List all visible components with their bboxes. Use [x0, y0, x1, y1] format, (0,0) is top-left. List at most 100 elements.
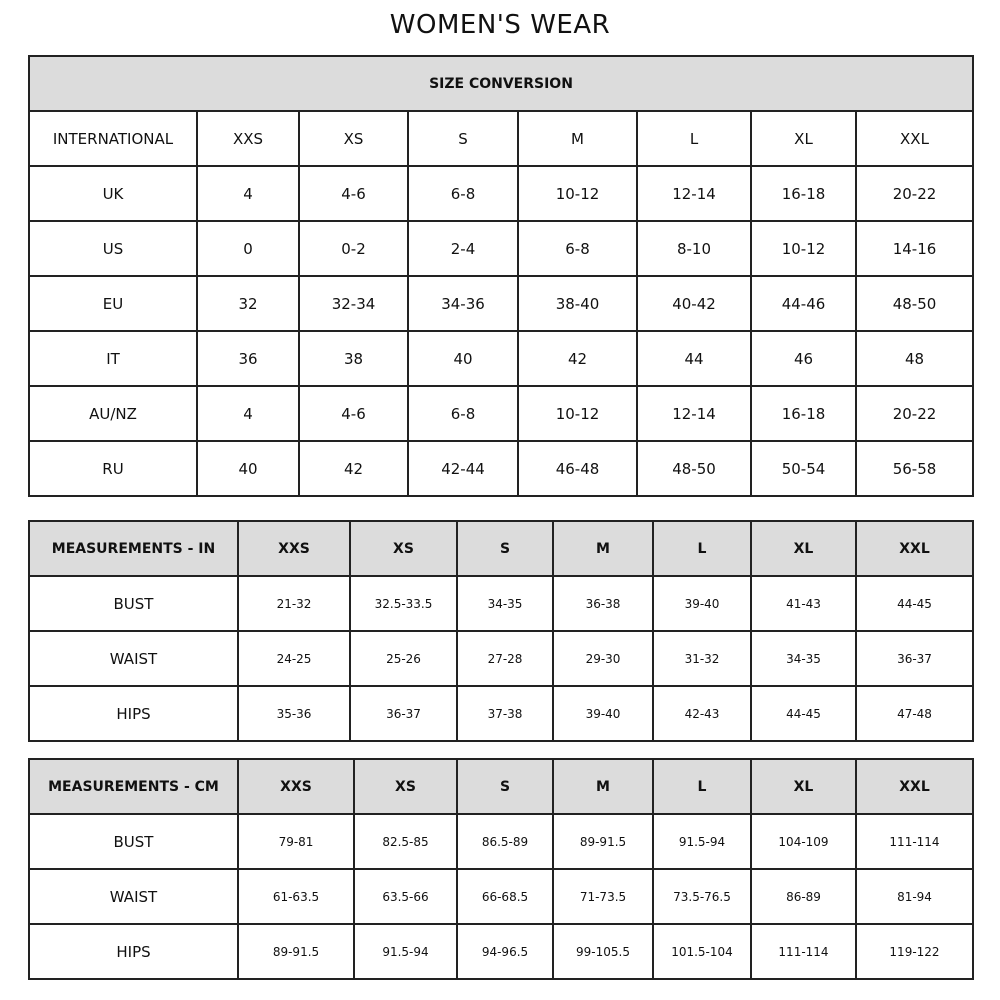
table-cell: 41-43: [750, 575, 857, 632]
table-cell: 56-58: [855, 440, 974, 497]
table-cell: 40: [196, 440, 300, 497]
table-row: BUST 21-32 32.5-33.5 34-35 36-38 39-40 41-43 44…: [28, 575, 974, 632]
table-cell: 91.5-94: [353, 923, 458, 980]
table-cell: 8-10: [636, 220, 752, 277]
table-cell: 111-114: [855, 813, 974, 870]
size-column-header: S: [456, 520, 554, 577]
table-cell: 27-28: [456, 630, 554, 687]
table-row: RU 40 42 42-44 46-48 48-50 50-54 56-58: [28, 440, 974, 497]
table-cell: 10-12: [517, 385, 638, 442]
table-cell: 42-44: [407, 440, 519, 497]
table-cell: 35-36: [237, 685, 351, 742]
table-cell: 79-81: [237, 813, 355, 870]
table-cell: 104-109: [750, 813, 857, 870]
table-cell: 42: [517, 330, 638, 387]
table-cell: 31-32: [652, 630, 752, 687]
table-cell: 4: [196, 165, 300, 222]
size-column-header: M: [552, 758, 654, 815]
table-cell: 32.5-33.5: [349, 575, 458, 632]
table-cell: 50-54: [750, 440, 857, 497]
row-label: WAIST: [28, 868, 239, 925]
size-column-header: XXL: [855, 758, 974, 815]
table-cell: 12-14: [636, 165, 752, 222]
table-cell: 32-34: [298, 275, 409, 332]
size-column-header: XXS: [237, 520, 351, 577]
header-row: MEASUREMENTS - IN XXS XS S M L XL XXL: [28, 520, 974, 577]
table-cell: 25-26: [349, 630, 458, 687]
table-cell: 44: [636, 330, 752, 387]
row-header-label: MEASUREMENTS - IN: [28, 520, 239, 577]
table-cell: 10-12: [750, 220, 857, 277]
table-cell: 0-2: [298, 220, 409, 277]
size-column-header: S: [456, 758, 554, 815]
size-column-header: XS: [353, 758, 458, 815]
table-cell: 34-35: [456, 575, 554, 632]
table-cell: 89-91.5: [237, 923, 355, 980]
table-cell: 81-94: [855, 868, 974, 925]
size-column-header: XXL: [855, 110, 974, 167]
table-cell: 0: [196, 220, 300, 277]
table-cell: 89-91.5: [552, 813, 654, 870]
table-cell: 12-14: [636, 385, 752, 442]
table-row: HIPS 35-36 36-37 37-38 39-40 42-43 44-45 47-48: [28, 685, 974, 742]
table-cell: 2-4: [407, 220, 519, 277]
size-column-header: L: [636, 110, 752, 167]
row-label: HIPS: [28, 685, 239, 742]
table-cell: 4-6: [298, 165, 409, 222]
table-cell: 48-50: [855, 275, 974, 332]
size-column-header: M: [517, 110, 638, 167]
row-header-label: INTERNATIONAL: [28, 110, 198, 167]
measurements-in-table: MEASUREMENTS - IN XXS XS S M L XL XXL BUST 21-32 3…: [28, 520, 974, 742]
size-column-header: M: [552, 520, 654, 577]
table-cell: 86.5-89: [456, 813, 554, 870]
size-column-header: XXL: [855, 520, 974, 577]
table-cell: 36-37: [349, 685, 458, 742]
table-cell: 46: [750, 330, 857, 387]
table-cell: 47-48: [855, 685, 974, 742]
table-cell: 24-25: [237, 630, 351, 687]
row-label: UK: [28, 165, 198, 222]
size-column-header: S: [407, 110, 519, 167]
row-label: BUST: [28, 813, 239, 870]
table-cell: 39-40: [652, 575, 752, 632]
table-cell: 10-12: [517, 165, 638, 222]
table-cell: 34-36: [407, 275, 519, 332]
table-cell: 86-89: [750, 868, 857, 925]
table-cell: 6-8: [407, 385, 519, 442]
size-column-header: XS: [349, 520, 458, 577]
size-conversion-table: SIZE CONVERSION INTERNATIONAL XXS XS S M L XL XX…: [28, 55, 974, 497]
size-column-header: L: [652, 520, 752, 577]
table-cell: 20-22: [855, 385, 974, 442]
table-cell: 34-35: [750, 630, 857, 687]
table-row: BUST 79-81 82.5-85 86.5-89 89-91.5 91.5-94 104…: [28, 813, 974, 870]
size-column-header: XXS: [196, 110, 300, 167]
table-cell: 44-46: [750, 275, 857, 332]
table-cell: 101.5-104: [652, 923, 752, 980]
table-cell: 44-45: [750, 685, 857, 742]
table-cell: 38: [298, 330, 409, 387]
row-label: BUST: [28, 575, 239, 632]
table-cell: 82.5-85: [353, 813, 458, 870]
measurements-cm-table: MEASUREMENTS - CM XXS XS S M L XL XXL BUST 79-81 8…: [28, 758, 974, 980]
table-cell: 14-16: [855, 220, 974, 277]
table-cell: 6-8: [407, 165, 519, 222]
size-column-header: XL: [750, 110, 857, 167]
table-row: US 0 0-2 2-4 6-8 8-10 10-12 14-16: [28, 220, 974, 277]
header-row: INTERNATIONAL XXS XS S M L XL XXL: [28, 110, 974, 167]
table-row: AU/NZ 4 4-6 6-8 10-12 12-14 16-18 20-22: [28, 385, 974, 442]
size-column-header: XL: [750, 758, 857, 815]
table-cell: 61-63.5: [237, 868, 355, 925]
table-row: HIPS 89-91.5 91.5-94 94-96.5 99-105.5 101.5-1…: [28, 923, 974, 980]
table-cell: 66-68.5: [456, 868, 554, 925]
table-cell: 119-122: [855, 923, 974, 980]
row-label: WAIST: [28, 630, 239, 687]
banner-row: SIZE CONVERSION: [28, 55, 974, 112]
table-cell: 21-32: [237, 575, 351, 632]
table-cell: 40: [407, 330, 519, 387]
header-row: MEASUREMENTS - CM XXS XS S M L XL XXL: [28, 758, 974, 815]
table-cell: 42-43: [652, 685, 752, 742]
table-cell: 111-114: [750, 923, 857, 980]
table-cell: 40-42: [636, 275, 752, 332]
row-label: US: [28, 220, 198, 277]
table-cell: 6-8: [517, 220, 638, 277]
